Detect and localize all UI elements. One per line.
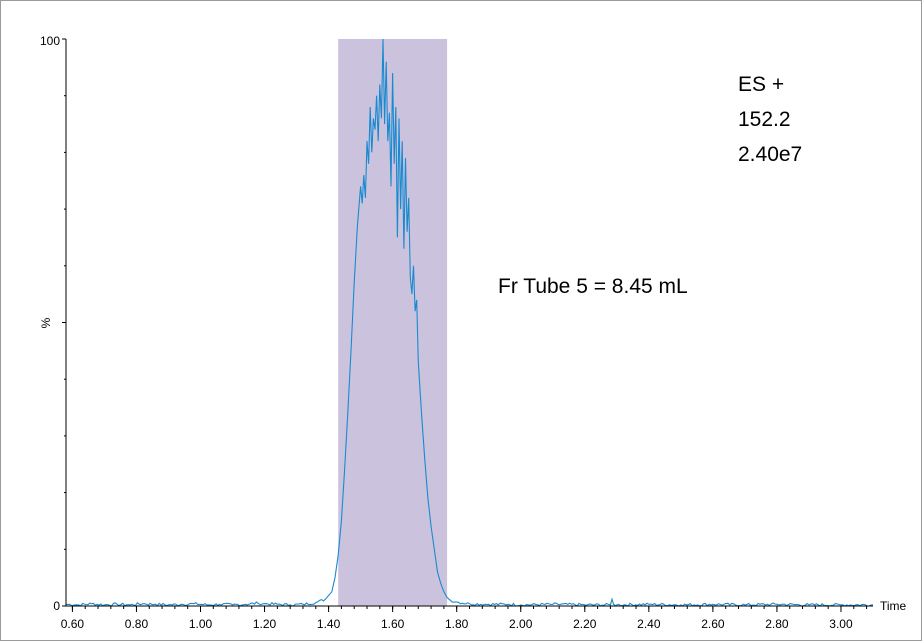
x-tick-label: 1.60 bbox=[381, 617, 405, 631]
x-tick-label: 3.00 bbox=[829, 617, 853, 631]
x-tick-label: 1.20 bbox=[253, 617, 277, 631]
x-tick-label: 2.00 bbox=[509, 617, 533, 631]
x-tick-label: 1.40 bbox=[317, 617, 341, 631]
y-axis-ticks bbox=[62, 38, 66, 607]
x-tick-label: 2.80 bbox=[765, 617, 789, 631]
y-label-100: 100 bbox=[40, 34, 60, 48]
x-tick-label: 1.80 bbox=[445, 617, 469, 631]
annotation-intensity: 2.40e7 bbox=[738, 143, 802, 166]
y-axis-label: % bbox=[39, 317, 53, 328]
annotation-mode: ES + bbox=[738, 73, 784, 96]
annotation-fraction: Fr Tube 5 = 8.45 mL bbox=[498, 275, 688, 298]
y-label-0: 0 bbox=[53, 599, 60, 613]
x-axis-ticks: 0.60 0.80 1.00 1.20 1.40 1.60 1.80 2.00 2.20 2.40… bbox=[61, 606, 868, 631]
x-tick-label: 2.40 bbox=[637, 617, 661, 631]
annotation-mass: 152.2 bbox=[738, 108, 791, 131]
x-tick-label: 1.00 bbox=[189, 617, 213, 631]
x-tick-label: 0.60 bbox=[61, 617, 85, 631]
x-axis-label: Time bbox=[880, 599, 907, 613]
x-tick-label: 2.20 bbox=[573, 617, 597, 631]
x-tick-label: 2.60 bbox=[701, 617, 725, 631]
x-tick-label: 0.80 bbox=[125, 617, 149, 631]
